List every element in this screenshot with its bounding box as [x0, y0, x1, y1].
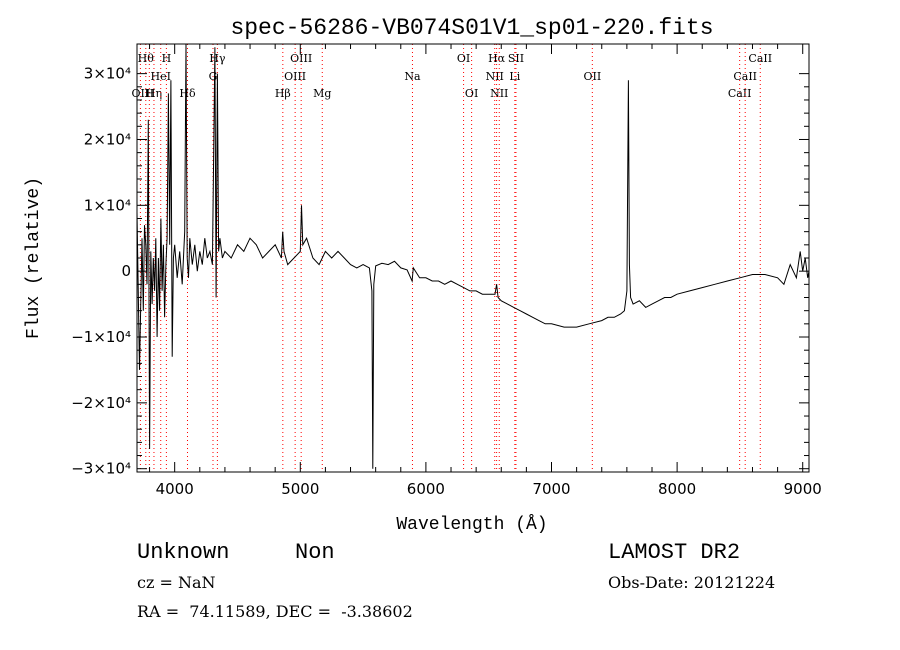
line-marker-label-13: Na	[404, 70, 421, 83]
line-marker-label-12: Mg	[313, 87, 331, 100]
x-axis-label: Wavelength (Å)	[396, 514, 547, 535]
line-marker-label-19: Li	[509, 70, 520, 83]
plot-frame	[136, 43, 810, 473]
spectrum-line-0	[137, 44, 809, 469]
line-marker-label-6: Hδ	[179, 87, 196, 100]
line-marker-label-9: Hβ	[275, 87, 291, 100]
survey-name: LAMOST DR2	[608, 540, 741, 565]
x-tick-label-4000: 4000	[156, 480, 194, 498]
line-marker-label-8: Hγ	[209, 52, 226, 65]
line-marker-label-24: CaII	[748, 52, 772, 65]
line-marker-label-23: CaII	[733, 70, 757, 83]
line-marker-label-11: OIII	[290, 52, 312, 65]
x-tick-label-9000: 9000	[784, 480, 822, 498]
chart-title: spec-56286-VB074S01V1_sp01-220.fits	[230, 15, 713, 41]
line-marker-label-2: H	[145, 87, 155, 100]
y-tick-label-20000: 2×10⁴	[84, 130, 131, 148]
x-tick-label-7000: 7000	[532, 480, 570, 498]
line-marker-label-17: Hα	[488, 52, 506, 65]
line-marker-label-5: H	[162, 52, 172, 65]
line-marker-label-18: NII	[490, 87, 508, 100]
line-marker-label-21: OII	[583, 70, 601, 83]
line-marker-label-15: OI	[465, 87, 478, 100]
y-tick-label--10000: −1×10⁴	[71, 328, 131, 346]
x-axis: 4000 5000 6000 7000 8000 9000	[149, 44, 822, 498]
line-marker-label-7: G	[209, 70, 218, 83]
y-tick-label--30000: −3×10⁴	[71, 460, 131, 478]
observation-date: Obs-Date: 20121224	[608, 573, 776, 592]
object-subclass: Non	[295, 540, 335, 565]
line-marker-label-4: HeI	[151, 70, 171, 83]
line-marker-label-1: Hθ	[138, 52, 155, 65]
line-marker-label-16: NII	[486, 70, 504, 83]
line-marker-label-20: SII	[508, 52, 524, 65]
object-class: Unknown	[137, 540, 230, 565]
spectrum-series	[137, 44, 809, 469]
x-tick-label-5000: 5000	[281, 480, 319, 498]
redshift-value: cz = NaN	[137, 573, 216, 592]
y-tick-label-0: 0	[121, 262, 131, 280]
y-tick-label-30000: 3×10⁴	[84, 65, 131, 83]
line-marker-label-0: OII	[132, 87, 150, 100]
y-tick-label-10000: 1×10⁴	[84, 196, 131, 214]
x-tick-label-6000: 6000	[407, 480, 445, 498]
line-marker-label-10: OIII	[284, 70, 306, 83]
line-marker-label-3: Hη	[146, 87, 162, 100]
sky-coordinates: RA = 74.11589, DEC = -3.38602	[137, 602, 413, 621]
y-axis-label: Flux (relative)	[24, 177, 44, 339]
x-tick-label-8000: 8000	[658, 480, 696, 498]
spectral-line-markers: OIIHθHHηHeIHHδGHγHβOIIIOIIIMgNaOIOINIIHα…	[132, 44, 772, 472]
y-tick-label--20000: −2×10⁴	[71, 394, 131, 412]
line-marker-label-14: OI	[457, 52, 470, 65]
line-marker-label-22: CaII	[728, 87, 752, 100]
y-axis: 3×10⁴ 2×10⁴ 1×10⁴ 0 −1×10⁴ −2×10⁴ −3×10⁴	[71, 65, 809, 478]
